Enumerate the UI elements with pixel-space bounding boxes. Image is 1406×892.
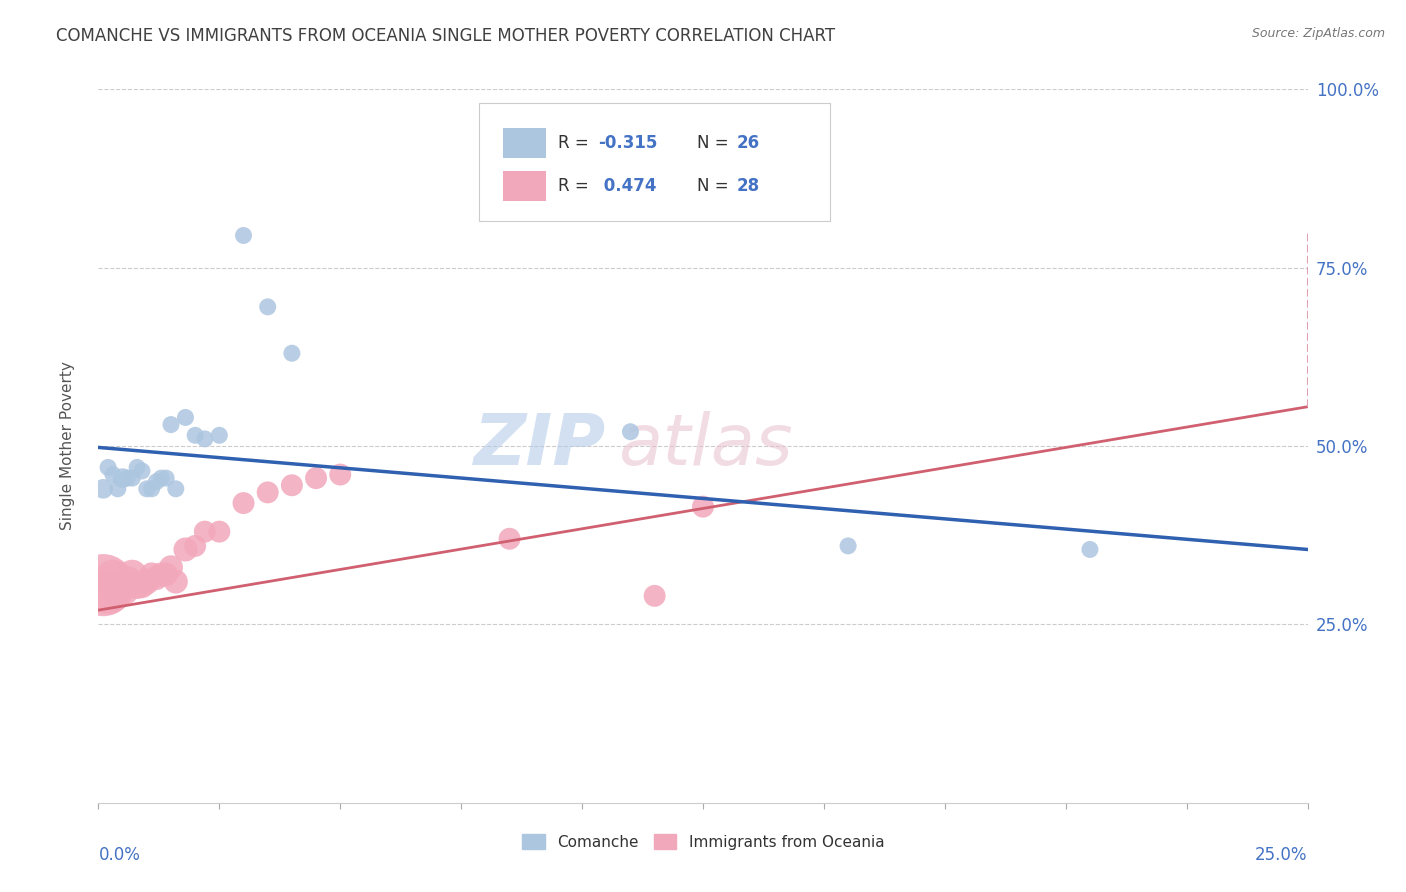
Point xyxy=(131,464,153,478)
Point xyxy=(498,532,520,546)
Point xyxy=(165,574,187,589)
Point xyxy=(208,524,231,539)
FancyBboxPatch shape xyxy=(479,103,830,221)
Point xyxy=(281,478,304,492)
Point xyxy=(692,500,714,514)
Point xyxy=(107,582,129,596)
Point xyxy=(155,567,177,582)
Point xyxy=(91,482,114,496)
Text: R =: R = xyxy=(558,177,593,194)
Point xyxy=(165,482,187,496)
Point xyxy=(121,471,143,485)
Text: 26: 26 xyxy=(737,134,761,152)
Point xyxy=(256,485,278,500)
Point xyxy=(135,482,157,496)
Point xyxy=(837,539,859,553)
Legend: Comanche, Immigrants from Oceania: Comanche, Immigrants from Oceania xyxy=(516,828,890,855)
Text: 25.0%: 25.0% xyxy=(1256,846,1308,863)
Point xyxy=(155,471,177,485)
Point xyxy=(305,471,328,485)
Text: ZIP: ZIP xyxy=(474,411,606,481)
Text: -0.315: -0.315 xyxy=(598,134,657,152)
Point xyxy=(145,475,167,489)
Point xyxy=(150,567,173,582)
Point xyxy=(232,496,254,510)
Point xyxy=(184,428,207,442)
Point xyxy=(145,571,167,585)
Point xyxy=(174,542,197,557)
Point xyxy=(1078,542,1101,557)
Text: N =: N = xyxy=(697,134,734,152)
Text: Source: ZipAtlas.com: Source: ZipAtlas.com xyxy=(1251,27,1385,40)
Point xyxy=(97,460,120,475)
Point xyxy=(91,578,114,592)
Point xyxy=(97,585,120,599)
Point xyxy=(101,467,124,482)
Point xyxy=(644,589,666,603)
Point xyxy=(281,346,304,360)
Point xyxy=(117,471,139,485)
Point xyxy=(194,524,217,539)
Point xyxy=(111,582,134,596)
Text: R =: R = xyxy=(558,134,593,152)
Point xyxy=(232,228,254,243)
Point xyxy=(174,410,197,425)
Point xyxy=(111,471,134,485)
Text: 0.0%: 0.0% xyxy=(98,846,141,863)
Point xyxy=(256,300,278,314)
Point xyxy=(121,567,143,582)
Point xyxy=(619,425,641,439)
FancyBboxPatch shape xyxy=(503,170,546,201)
Text: N =: N = xyxy=(697,177,734,194)
Point xyxy=(117,574,139,589)
Point xyxy=(194,432,217,446)
Y-axis label: Single Mother Poverty: Single Mother Poverty xyxy=(60,361,75,531)
Point xyxy=(131,578,153,592)
Point xyxy=(160,417,183,432)
Text: COMANCHE VS IMMIGRANTS FROM OCEANIA SINGLE MOTHER POVERTY CORRELATION CHART: COMANCHE VS IMMIGRANTS FROM OCEANIA SING… xyxy=(56,27,835,45)
Point xyxy=(329,467,352,482)
Point xyxy=(208,428,231,442)
Point xyxy=(135,574,157,589)
Point xyxy=(160,560,183,574)
Point xyxy=(127,460,149,475)
Point xyxy=(101,571,124,585)
Point xyxy=(127,578,149,592)
Text: 0.474: 0.474 xyxy=(598,177,657,194)
Point xyxy=(141,482,163,496)
Point xyxy=(141,567,163,582)
Text: atlas: atlas xyxy=(619,411,793,481)
Point xyxy=(107,482,129,496)
Text: 28: 28 xyxy=(737,177,761,194)
Point xyxy=(150,471,173,485)
Point xyxy=(184,539,207,553)
FancyBboxPatch shape xyxy=(503,128,546,158)
